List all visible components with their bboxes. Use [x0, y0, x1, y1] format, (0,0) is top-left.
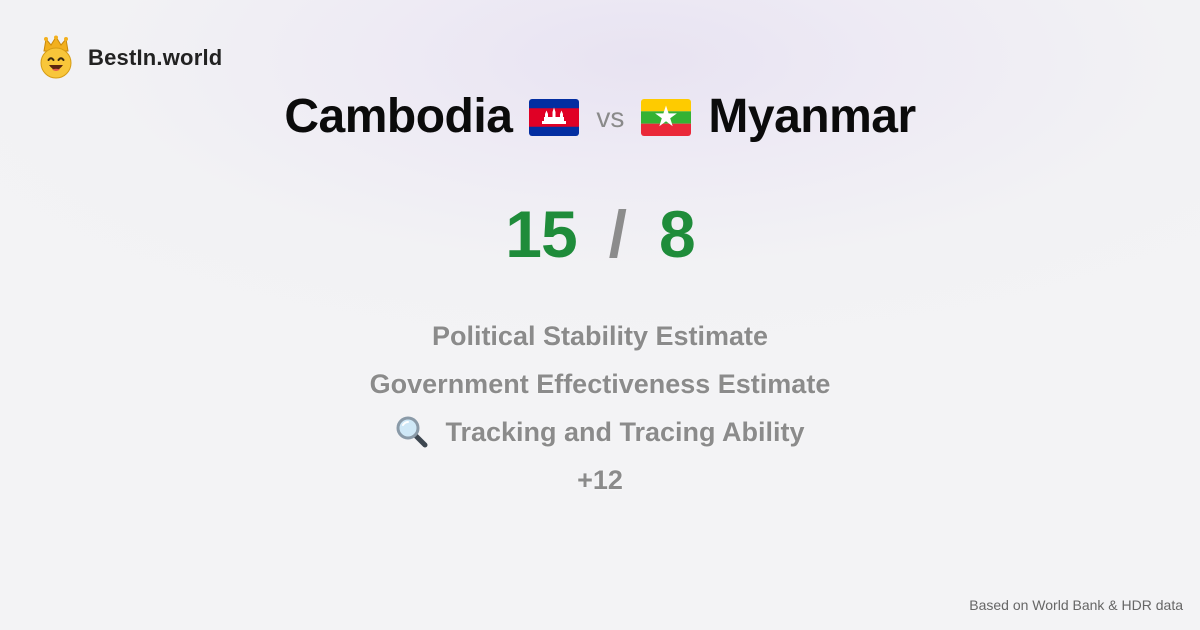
- score-separator: /: [608, 197, 628, 271]
- crowned-smiley-icon: [40, 35, 72, 79]
- score-row: 15 / 8: [0, 196, 1200, 272]
- left-country-name[interactable]: Cambodia: [284, 90, 513, 143]
- metric-label: Political Stability Estimate: [431, 320, 769, 351]
- data-source-note: Based on World Bank & HDR data: [969, 597, 1183, 613]
- more-metrics-count[interactable]: +12: [0, 456, 1200, 504]
- left-score: 15: [505, 197, 577, 271]
- right-country-name[interactable]: Myanmar: [708, 90, 916, 143]
- myanmar-flag-icon: [641, 98, 692, 136]
- right-score: 8: [659, 197, 696, 271]
- cambodia-flag-icon: [529, 98, 580, 136]
- metric-item[interactable]: Government Effectiveness Estimate: [0, 360, 1200, 408]
- metric-label: Government Effectiveness Estimate: [369, 368, 831, 399]
- brand-name: BestIn.world: [88, 45, 223, 70]
- magnifying-glass-icon: [396, 416, 428, 448]
- metric-item[interactable]: Political Stability Estimate: [0, 312, 1200, 360]
- brand[interactable]: BestIn.world: [38, 34, 222, 80]
- metric-item[interactable]: Tracking and Tracing Ability: [0, 408, 1200, 456]
- vs-label: vs: [596, 102, 625, 133]
- metric-label: Tracking and Tracing Ability: [445, 416, 805, 447]
- comparison-title: Cambodia vs Myanmar: [0, 86, 1200, 148]
- more-count-label: +12: [577, 464, 623, 495]
- metric-list: Political Stability Estimate Government …: [0, 312, 1200, 504]
